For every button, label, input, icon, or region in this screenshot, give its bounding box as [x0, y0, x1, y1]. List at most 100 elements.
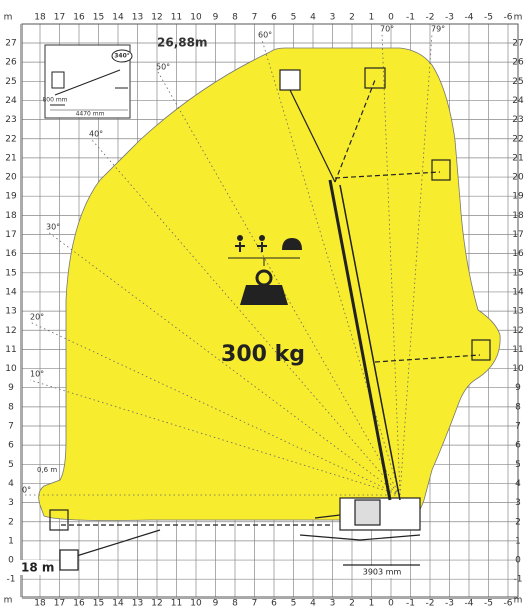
jib [289, 89, 336, 183]
angle-label: 50° [156, 63, 170, 72]
angle-label: 30° [46, 223, 60, 232]
x-label-bottom: 3 [330, 599, 336, 609]
unit-label: m [4, 13, 13, 23]
y-label-left: -1 [7, 575, 16, 585]
load-icon [228, 235, 302, 305]
grid-frame [21, 23, 519, 598]
person [259, 235, 265, 241]
y-label-left: 8 [8, 402, 14, 412]
y-label-left: 23 [5, 115, 16, 125]
y-label-right: -1 [514, 575, 523, 585]
persons [235, 242, 267, 252]
x-label-top: 9 [213, 13, 219, 23]
x-label-top: 10 [190, 13, 202, 23]
x-label-bottom: 10 [190, 599, 202, 609]
x-label-bottom: -4 [465, 599, 474, 609]
y-label-left: 4 [8, 479, 14, 489]
cab [354, 499, 381, 526]
y-label-left: 24 [5, 96, 17, 106]
base-width: 3903 mm [363, 568, 402, 577]
outriggers [299, 514, 421, 541]
angle-lines [22, 33, 433, 496]
y-label-left: 11 [5, 345, 16, 355]
basket [471, 339, 491, 361]
x-label-bottom: 15 [93, 599, 104, 609]
x-label-top: 14 [112, 13, 124, 23]
x-label-top: 2 [349, 13, 355, 23]
y-label-right: 3 [515, 498, 521, 508]
x-label-bottom: 0 [388, 599, 394, 609]
max-reach: 18 m [21, 561, 54, 575]
y-label-left: 20 [5, 173, 17, 183]
y-label-left: 6 [8, 441, 14, 451]
x-label-top: 8 [232, 13, 238, 23]
y-label-left: 12 [5, 326, 16, 336]
basket [59, 549, 79, 571]
y-label-left: 25 [5, 77, 16, 87]
x-label-bottom: -5 [484, 599, 493, 609]
x-label-top: 12 [151, 13, 162, 23]
y-label-left: 21 [5, 153, 16, 163]
y-label-left: 26 [5, 58, 17, 68]
y-label-left: 10 [5, 364, 17, 374]
inset-rotation: 340° [114, 53, 130, 60]
y-label-right: 6 [515, 441, 521, 451]
y-label-left: 16 [5, 249, 17, 259]
y-label-left: 18 [5, 211, 17, 221]
y-label-right: 9 [515, 383, 521, 393]
angle-label: 20° [30, 313, 44, 322]
y-label-right: 11 [512, 345, 523, 355]
x-label-top: 11 [171, 13, 182, 23]
basket [364, 67, 386, 89]
brace [228, 257, 300, 266]
x-label-bottom: 16 [73, 599, 85, 609]
unit-label: m [514, 13, 523, 23]
x-label-top: 13 [132, 13, 143, 23]
y-label-right: 20 [512, 173, 524, 183]
angle-line [399, 33, 433, 496]
base-width-box [362, 566, 402, 578]
y-label-right: 15 [512, 268, 523, 278]
offset: 0,6 m [37, 466, 57, 474]
x-label-bottom: -3 [445, 599, 454, 609]
angle-label: 79° [431, 25, 445, 34]
x-label-top: -1 [406, 13, 415, 23]
boom [339, 184, 401, 501]
y-label-left: 1 [8, 536, 14, 546]
angle-label: 0° [22, 486, 31, 495]
angle-line [261, 39, 401, 496]
inset-height: 800 mm [42, 97, 67, 104]
jib [374, 354, 481, 363]
y-label-right: 5 [515, 460, 521, 470]
y-label-right: 23 [512, 115, 523, 125]
y-label-right: 7 [515, 422, 521, 432]
y-label-left: 27 [5, 39, 16, 49]
x-label-bottom: 4 [310, 599, 316, 609]
x-label-bottom: 8 [232, 599, 238, 609]
reach-box [19, 560, 47, 575]
axis-labels: 1818171716161515141413131212111110109988… [4, 13, 524, 609]
y-label-right: 14 [512, 287, 524, 297]
angle-label: 40° [89, 130, 103, 139]
y-label-right: 8 [515, 402, 521, 412]
unit-label: m [4, 596, 13, 606]
x-label-top: 0 [388, 13, 394, 23]
x-label-top: 1 [369, 13, 375, 23]
x-label-bottom: -2 [426, 599, 435, 609]
y-label-right: 1 [515, 536, 521, 546]
x-label-bottom: 9 [213, 599, 219, 609]
x-label-bottom: 17 [54, 599, 65, 609]
angle-label: 10° [30, 370, 44, 379]
y-label-left: 5 [8, 460, 14, 470]
angle-line [29, 321, 401, 496]
y-label-right: 26 [512, 58, 524, 68]
unit-label: m [514, 596, 523, 606]
y-label-right: 2 [515, 517, 521, 527]
y-label-left: 14 [5, 287, 17, 297]
angle-line [91, 139, 401, 496]
y-label-left: 9 [8, 383, 14, 393]
person [237, 235, 243, 241]
load: 300 kg [221, 342, 305, 367]
angle-label: 70° [380, 25, 394, 34]
x-label-bottom: 7 [252, 599, 258, 609]
